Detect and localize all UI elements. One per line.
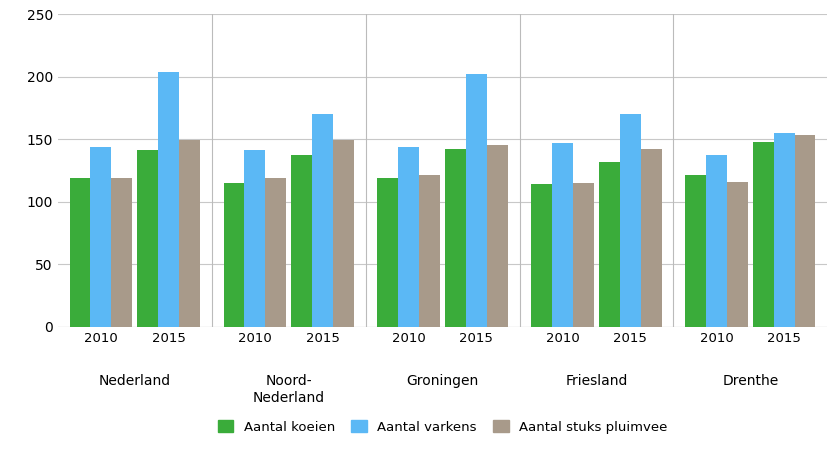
Bar bbox=[333, 141, 354, 327]
Bar bbox=[224, 183, 245, 327]
Bar bbox=[266, 178, 286, 327]
Bar bbox=[179, 141, 200, 327]
Text: Nederland: Nederland bbox=[99, 375, 170, 389]
Bar bbox=[727, 182, 748, 327]
Bar bbox=[599, 162, 620, 327]
Bar bbox=[377, 178, 398, 327]
Bar bbox=[686, 176, 706, 327]
Bar bbox=[487, 145, 508, 327]
Bar bbox=[245, 150, 266, 327]
Bar bbox=[573, 183, 594, 327]
Bar bbox=[312, 114, 333, 327]
Bar bbox=[398, 147, 419, 327]
Bar bbox=[774, 133, 795, 327]
Bar bbox=[111, 178, 132, 327]
Bar bbox=[445, 149, 466, 327]
Bar bbox=[137, 150, 158, 327]
Text: Friesland: Friesland bbox=[565, 375, 628, 389]
Bar bbox=[291, 156, 312, 327]
Legend: Aantal koeien, Aantal varkens, Aantal stuks pluimvee: Aantal koeien, Aantal varkens, Aantal st… bbox=[212, 415, 673, 439]
Bar bbox=[531, 184, 552, 327]
Bar bbox=[640, 149, 661, 327]
Text: Drenthe: Drenthe bbox=[722, 375, 778, 389]
Text: Groningen: Groningen bbox=[407, 375, 478, 389]
Bar bbox=[90, 147, 111, 327]
Bar bbox=[706, 156, 727, 327]
Bar bbox=[419, 176, 440, 327]
Bar bbox=[69, 178, 90, 327]
Text: Noord-
Nederland: Noord- Nederland bbox=[252, 375, 325, 405]
Bar bbox=[753, 142, 774, 327]
Bar bbox=[158, 71, 179, 327]
Bar bbox=[466, 74, 487, 327]
Bar bbox=[620, 114, 640, 327]
Bar bbox=[795, 135, 816, 327]
Bar bbox=[552, 143, 573, 327]
